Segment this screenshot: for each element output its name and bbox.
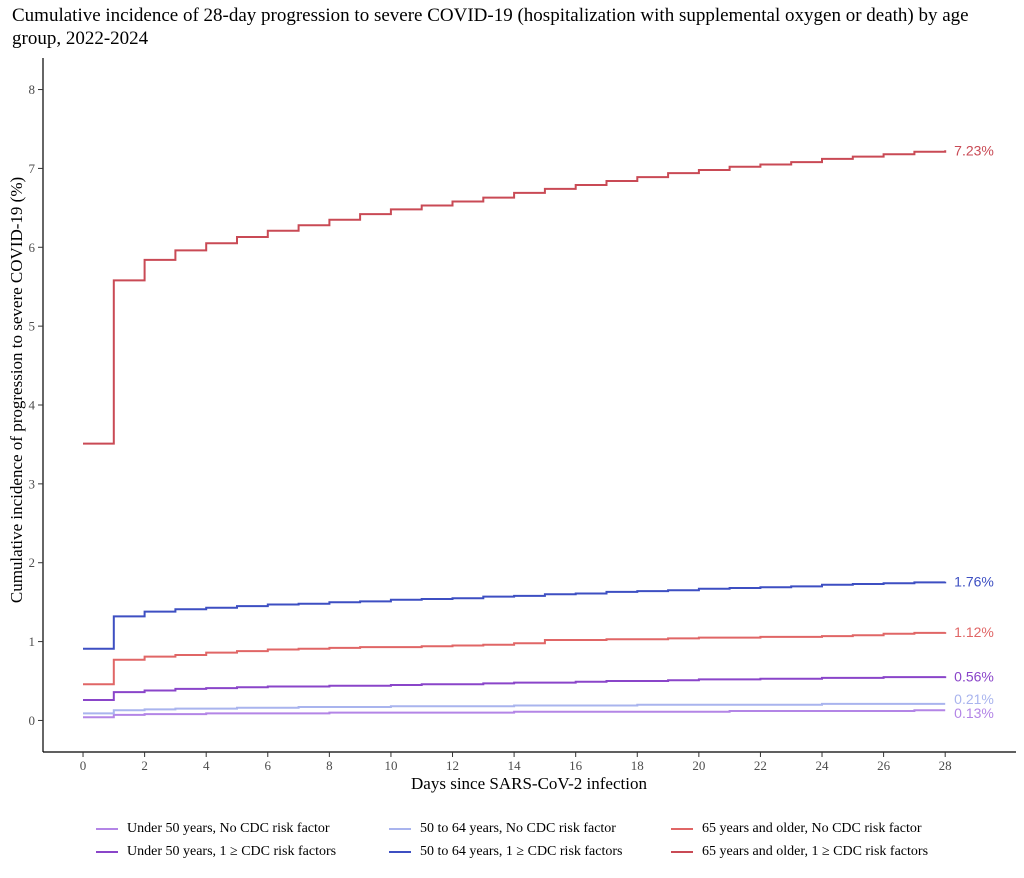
end-label: 0.56% xyxy=(954,668,994,684)
y-tick-label: 4 xyxy=(29,398,36,413)
end-label: 1.12% xyxy=(954,624,994,640)
x-tick-label: 8 xyxy=(326,758,333,773)
y-tick-label: 2 xyxy=(29,555,36,570)
y-tick-label: 5 xyxy=(29,319,36,334)
end-label: 1.76% xyxy=(954,574,994,590)
end-label: 0.21% xyxy=(954,691,994,707)
x-tick-label: 4 xyxy=(203,758,210,773)
legend-item: Under 50 years, 1 ≥ CDC risk factors xyxy=(96,841,336,863)
y-tick-label: 7 xyxy=(29,161,36,176)
y-tick-label: 8 xyxy=(29,82,36,97)
legend-label: Under 50 years, 1 ≥ CDC risk factors xyxy=(127,844,337,859)
x-tick-label: 0 xyxy=(80,758,87,773)
y-tick-label: 0 xyxy=(29,713,36,728)
end-labels: 0.13% 0.56% 0.21% 1.76% 1.12% 7.23% xyxy=(954,142,994,721)
legend-label: 50 to 64 years, No CDC risk factor xyxy=(420,821,616,836)
chart-title: Cumulative incidence of 28-day progressi… xyxy=(12,5,969,49)
legend-item: 65 years and older, No CDC risk factor xyxy=(671,818,922,840)
x-tick-label: 16 xyxy=(569,758,583,773)
legend-item: 50 to 64 years, No CDC risk factor xyxy=(389,818,616,840)
y-tick-label: 6 xyxy=(29,240,36,255)
legend-key xyxy=(671,851,693,853)
y-axis-title: Cumulative incidence of progression to s… xyxy=(7,177,26,603)
legend-item: Under 50 years, No CDC risk factor xyxy=(96,818,330,840)
legend-key xyxy=(96,828,118,830)
legend-label: 65 years and older, No CDC risk factor xyxy=(702,821,922,836)
end-label: 0.13% xyxy=(954,705,994,721)
series-lines xyxy=(83,150,947,719)
x-tick-label: 20 xyxy=(692,758,705,773)
x-tick-label: 24 xyxy=(816,758,830,773)
legend-label: 65 years and older, 1 ≥ CDC risk factors xyxy=(702,844,929,859)
x-tick-label: 18 xyxy=(631,758,644,773)
legend-key xyxy=(671,828,693,830)
x-tick-label: 22 xyxy=(754,758,767,773)
x-tick-label: 2 xyxy=(141,758,148,773)
series-line-2 xyxy=(83,702,946,715)
end-label: 7.23% xyxy=(954,142,994,158)
x-tick-label: 12 xyxy=(446,758,459,773)
x-tick-label: 14 xyxy=(508,758,522,773)
legend-key xyxy=(96,851,118,853)
x-tick-label: 6 xyxy=(265,758,272,773)
y-tick-label: 1 xyxy=(29,634,36,649)
series-line-4 xyxy=(83,631,947,686)
series-line-3 xyxy=(83,581,947,650)
x-axis-title: Days since SARS-CoV-2 infection xyxy=(411,774,647,793)
series-line-1 xyxy=(83,676,947,701)
legend-key xyxy=(389,828,411,830)
series-line-5 xyxy=(83,150,947,445)
legend-item: 65 years and older, 1 ≥ CDC risk factors xyxy=(671,841,928,863)
y-tick-label: 3 xyxy=(29,476,36,491)
legend-label: 50 to 64 years, 1 ≥ CDC risk factors xyxy=(420,844,623,859)
x-tick-label: 26 xyxy=(877,758,891,773)
x-tick-label: 10 xyxy=(384,758,397,773)
series-line-0 xyxy=(83,709,946,719)
legend-label: Under 50 years, No CDC risk factor xyxy=(127,821,330,836)
x-tick-label: 28 xyxy=(939,758,952,773)
legend-item: 50 to 64 years, 1 ≥ CDC risk factors xyxy=(389,841,623,863)
legend-key xyxy=(389,851,411,853)
